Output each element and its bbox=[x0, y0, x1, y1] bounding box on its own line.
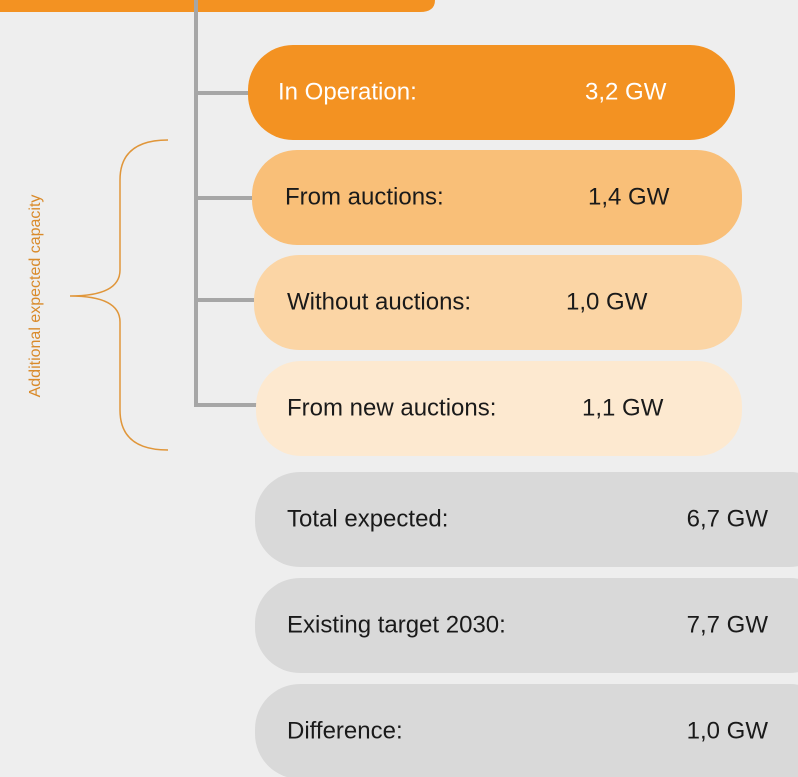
item-label: In Operation: bbox=[278, 78, 417, 105]
item-label: Without auctions: bbox=[287, 288, 471, 315]
summary-label: Total expected: bbox=[287, 505, 448, 532]
item-box bbox=[254, 255, 742, 350]
summary-label: Difference: bbox=[287, 717, 403, 744]
item-box bbox=[248, 45, 735, 140]
summary-box bbox=[255, 578, 798, 673]
item-label: From new auctions: bbox=[287, 394, 496, 421]
item-box bbox=[252, 150, 742, 245]
tree-lines bbox=[194, 0, 258, 407]
summary-label: Existing target 2030: bbox=[287, 611, 506, 638]
summary-box bbox=[255, 684, 798, 777]
summary-box bbox=[255, 472, 798, 567]
summary-value: 1,0 GW bbox=[687, 717, 769, 744]
item-value: 1,0 GW bbox=[566, 288, 648, 315]
item-value: 1,4 GW bbox=[588, 183, 670, 210]
summary-value: 7,7 GW bbox=[687, 611, 769, 638]
item-value: 1,1 GW bbox=[582, 394, 664, 421]
item-value: 3,2 GW bbox=[585, 78, 667, 105]
header-bar bbox=[0, 0, 435, 12]
side-label: Additional expected capacity bbox=[27, 195, 44, 398]
summary-value: 6,7 GW bbox=[687, 505, 769, 532]
item-label: From auctions: bbox=[285, 183, 444, 210]
brace bbox=[69, 139, 169, 451]
item-box bbox=[256, 361, 742, 456]
